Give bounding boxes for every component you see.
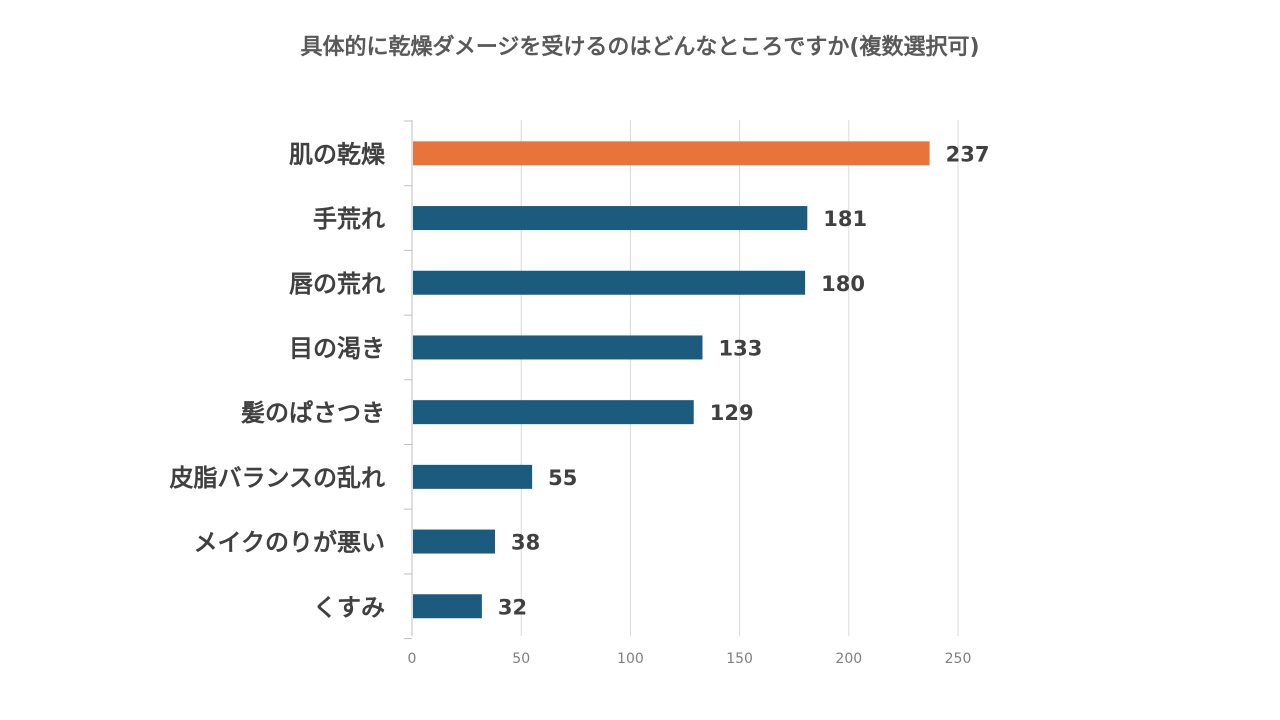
- category-label: 唇の荒れ: [289, 270, 385, 298]
- value-label: 32: [498, 595, 527, 619]
- x-tick-label: 0: [408, 651, 417, 667]
- bar: [413, 464, 533, 489]
- value-label: 55: [548, 466, 577, 490]
- x-tick-label: 200: [835, 651, 862, 667]
- bar: [413, 594, 482, 619]
- x-tick-label: 50: [512, 651, 530, 667]
- bar: [413, 141, 930, 166]
- value-label: 38: [511, 531, 540, 555]
- value-label: 237: [946, 142, 990, 166]
- bar: [413, 400, 694, 425]
- category-label: 皮脂バランスの乱れ: [169, 464, 385, 492]
- chart-title: 具体的に乾燥ダメージを受けるのはどんなところですか(複数選択可): [300, 34, 979, 60]
- category-label: メイクのりが悪い: [193, 529, 385, 557]
- bar: [413, 270, 806, 295]
- gridlines: [404, 120, 959, 640]
- x-tick-label: 100: [617, 651, 644, 667]
- value-label: 181: [823, 207, 867, 231]
- bar: [413, 335, 703, 360]
- x-tick-label: 250: [945, 651, 972, 667]
- category-label: 肌の乾燥: [289, 140, 386, 168]
- category-label: 手荒れ: [313, 205, 385, 233]
- bar: [413, 206, 808, 231]
- category-label: くすみ: [313, 593, 385, 621]
- labels: 0 50 100 150 200 250 肌の乾燥 237 手荒れ 181 唇の荒れ 180 目の渇き 1…: [169, 140, 989, 667]
- bars: [413, 141, 930, 619]
- x-tick-label: 150: [726, 651, 753, 667]
- value-label: 133: [718, 336, 762, 360]
- category-label: 目の渇き: [289, 334, 385, 362]
- bar: [413, 529, 495, 554]
- value-label: 180: [821, 272, 865, 296]
- value-label: 129: [710, 401, 754, 425]
- category-label: 髪のぱさつき: [240, 399, 385, 427]
